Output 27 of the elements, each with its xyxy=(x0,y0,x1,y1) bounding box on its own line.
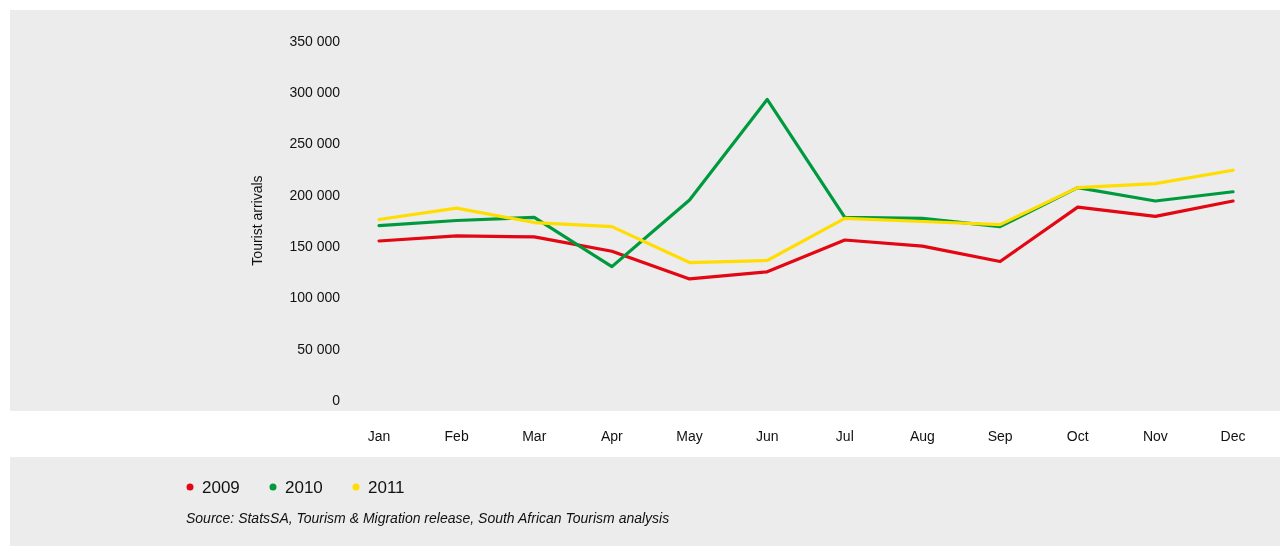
legend-label: 2009 xyxy=(202,478,240,497)
x-tick-label: Jun xyxy=(755,428,779,444)
source-note: Source: StatsSA, Tourism & Migration release, South African Tourism analysis xyxy=(186,510,670,526)
line-series xyxy=(377,168,1235,265)
y-tick-label: 150 000 xyxy=(289,238,341,255)
x-tick-label: Jan xyxy=(367,428,391,444)
x-tick-label: Sep xyxy=(987,428,1013,444)
y-axis-title: Tourist arrivals xyxy=(249,175,265,266)
legend-label: 2010 xyxy=(285,478,323,497)
y-tick-label: 250 000 xyxy=(289,135,341,152)
x-tick-label: Nov xyxy=(1142,428,1168,444)
x-tick-label: Dec xyxy=(1220,428,1246,444)
y-tick-label: 350 000 xyxy=(289,32,341,49)
y-tick-label: 0 xyxy=(332,391,341,408)
x-tick-label: Mar xyxy=(522,428,547,444)
legend-label: 2011 xyxy=(368,478,405,497)
y-tick-label: 100 000 xyxy=(289,289,341,306)
y-tick-label: 200 000 xyxy=(289,186,341,203)
y-tick-label: 300 000 xyxy=(289,84,341,101)
x-tick-label: Feb xyxy=(444,428,469,444)
x-tick-label: May xyxy=(676,428,703,444)
line-series xyxy=(377,199,1235,281)
x-tick-label: Aug xyxy=(909,428,935,444)
x-tick-label: Apr xyxy=(601,428,624,444)
x-tick-label: Oct xyxy=(1066,428,1089,444)
x-tick-label: Jul xyxy=(835,428,854,444)
y-tick-label: 50 000 xyxy=(297,340,341,357)
